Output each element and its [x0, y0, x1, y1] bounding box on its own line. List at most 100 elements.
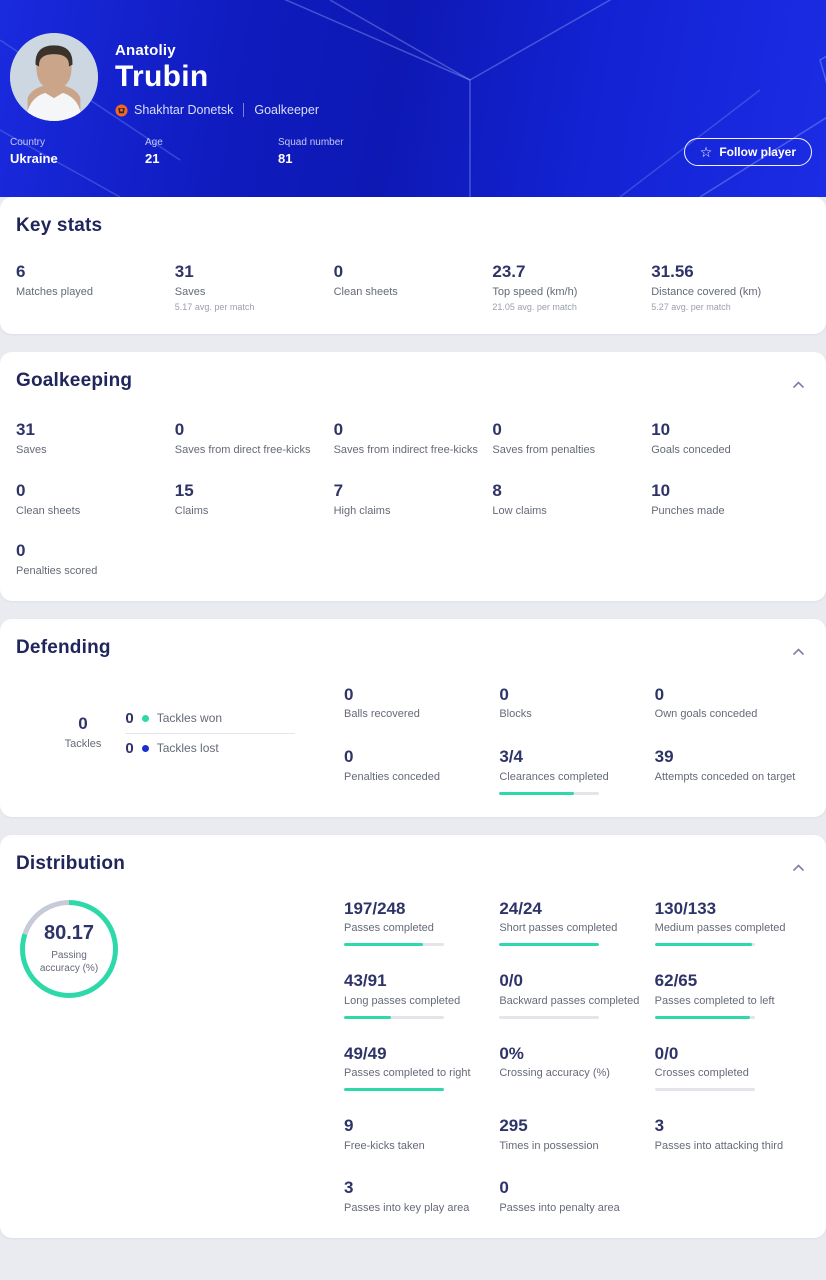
fact-value: 81 — [278, 151, 293, 166]
stat-cell: 0/0 Crosses completed — [654, 1044, 810, 1091]
chevron-up-icon — [793, 648, 804, 655]
defending-grid: 0 Balls recovered 0 Blocks 0 Own goals c… — [344, 684, 810, 795]
stat-value: 31 — [174, 262, 194, 281]
collapse-goalkeeping-button[interactable] — [787, 372, 810, 395]
stat-value: 10 — [651, 420, 671, 440]
stat-label: Passes into penalty area — [499, 1202, 620, 1215]
stat-value: 0 — [333, 262, 344, 281]
stat-label: Saves from penalties — [492, 444, 596, 457]
collapse-distribution-button[interactable] — [787, 855, 810, 878]
player-avatar — [10, 33, 98, 121]
key-stats-grid: 6 Matches played 31 Saves 5.17 avg. per … — [16, 262, 810, 313]
tackles-lost-dot-icon — [141, 744, 149, 752]
stat-value: 0 — [499, 1178, 509, 1198]
stat-label: Blocks — [499, 708, 532, 721]
stat-cell: 7 High claims — [333, 481, 493, 518]
distribution-card: Distribution 80.17 Passing accuracy (%) … — [0, 834, 826, 1238]
stat-label: Goals conceded — [651, 444, 731, 457]
stat-label: High claims — [333, 504, 391, 517]
stat-label: Passes into key play area — [344, 1202, 470, 1215]
stat-cell: 0 Passes into penalty area — [499, 1179, 654, 1215]
fact-label: Squad number — [278, 137, 344, 148]
legend-divider — [125, 732, 296, 734]
tackles-lost-row: 0 Tackles lost — [125, 734, 295, 763]
tackles-legend: 0 Tackles won 0 Tackles lost — [125, 704, 296, 763]
stat-label: Clean sheets — [333, 285, 398, 298]
tackles-won-row: 0 Tackles won — [125, 704, 295, 733]
stat-cell: 0 Balls recovered — [344, 685, 499, 722]
collapse-defending-button[interactable] — [787, 639, 810, 662]
stat-cell: 0 Saves from indirect free-kicks — [334, 421, 493, 457]
stat-value: 8 — [492, 480, 502, 500]
stat-label: Crosses completed — [654, 1067, 749, 1080]
stat-label: Penalties conceded — [344, 770, 441, 783]
progress-bar — [344, 1015, 444, 1019]
stat-cell: 6 Matches played — [16, 262, 175, 312]
stat-label: Times in possession — [499, 1139, 599, 1152]
stat-cell: 3 Passes into key play area — [344, 1179, 499, 1215]
fact-label: Country — [10, 137, 46, 148]
stat-cell: 31.56 Distance covered (km) 5.27 avg. pe… — [651, 262, 810, 312]
stat-value: 3 — [344, 1178, 354, 1198]
distribution-grid: 197/248 Passes completed 24/24 Short pas… — [344, 898, 810, 1216]
stat-value: 3 — [654, 1115, 665, 1135]
fact-value: 21 — [145, 151, 160, 166]
stat-value: 0 — [654, 684, 665, 704]
stat-value: 15 — [174, 480, 194, 500]
progress-bar — [499, 943, 600, 947]
fact-value: Ukraine — [10, 151, 58, 166]
legend-label: Tackles lost — [156, 741, 219, 756]
section-title-goalkeeping: Goalkeeping — [16, 370, 133, 392]
stat-label: Passes into attacking third — [654, 1139, 784, 1152]
stat-value: 6 — [16, 262, 26, 281]
stat-label: Top speed (km/h) — [492, 285, 578, 298]
stat-value: 0% — [499, 1043, 524, 1063]
stat-value: 23.7 — [492, 262, 526, 281]
club-name[interactable]: Shakhtar Donetsk — [134, 103, 234, 117]
stat-label: Clearances completed — [499, 770, 609, 783]
stat-cell: 10 Punches made — [651, 481, 810, 518]
stat-label: Distance covered (km) — [651, 285, 762, 298]
chevron-up-icon — [793, 381, 804, 389]
stat-value: 3/4 — [499, 747, 523, 767]
stat-value: 24/24 — [499, 898, 542, 918]
stat-label: Passes completed to left — [654, 994, 775, 1007]
section-title-key-stats: Key stats — [16, 215, 103, 236]
goalkeeping-grid: 31 Saves 0 Saves from direct free-kicks … — [16, 421, 810, 578]
stat-label: Penalties scored — [16, 565, 98, 577]
stat-value: 49/49 — [344, 1043, 387, 1063]
donut-label: Passing accuracy (%) — [39, 950, 99, 975]
stat-cell: 130/133 Medium passes completed — [654, 899, 810, 947]
progress-bar — [499, 1015, 600, 1019]
stat-cell: 3 Passes into attacking third — [654, 1115, 810, 1153]
stat-subtext: 21.05 avg. per match — [492, 302, 577, 313]
stat-label: Claims — [174, 504, 209, 517]
stat-cell: 10 Goals conceded — [651, 421, 810, 457]
stat-value: 31 — [16, 420, 35, 440]
star-icon: ☆ — [699, 143, 713, 160]
stat-label: Long passes completed — [344, 994, 461, 1007]
follow-player-button[interactable]: ☆ Follow player — [683, 137, 812, 166]
stat-cell: 31 Saves — [16, 421, 175, 457]
stat-label: Own goals conceded — [654, 708, 758, 721]
stat-cell: 0 Penalties scored — [16, 542, 175, 578]
stat-label: Short passes completed — [499, 922, 618, 935]
legend-value: 0 — [125, 709, 134, 727]
stat-value: 0 — [16, 480, 26, 500]
stat-cell: 0 Penalties conceded — [344, 747, 499, 794]
stat-value: 0 — [344, 747, 354, 767]
tackles-summary: 0 Tackles 0 Tackles won 0 Tackles lost — [16, 686, 344, 795]
stat-label: Attempts conceded on target — [654, 770, 796, 783]
stat-cell: 43/91 Long passes completed — [344, 971, 499, 1019]
stat-value: 0 — [499, 684, 509, 704]
stat-value: 0 — [16, 541, 26, 561]
legend-value: 0 — [125, 739, 134, 757]
stat-label: Saves from indirect free-kicks — [333, 444, 478, 457]
defending-card: Defending 0 Tackles 0 Tackles won 0 — [0, 618, 826, 817]
stat-cell: 23.7 Top speed (km/h) 21.05 avg. per mat… — [492, 262, 651, 313]
key-stats-card: Key stats 6 Matches played 31 Saves 5.17… — [0, 197, 826, 335]
stat-subtext: 5.17 avg. per match — [174, 302, 255, 313]
fact-label: Age — [145, 137, 163, 148]
chevron-up-icon — [793, 863, 804, 871]
stat-cell: 0 Blocks — [499, 684, 654, 722]
